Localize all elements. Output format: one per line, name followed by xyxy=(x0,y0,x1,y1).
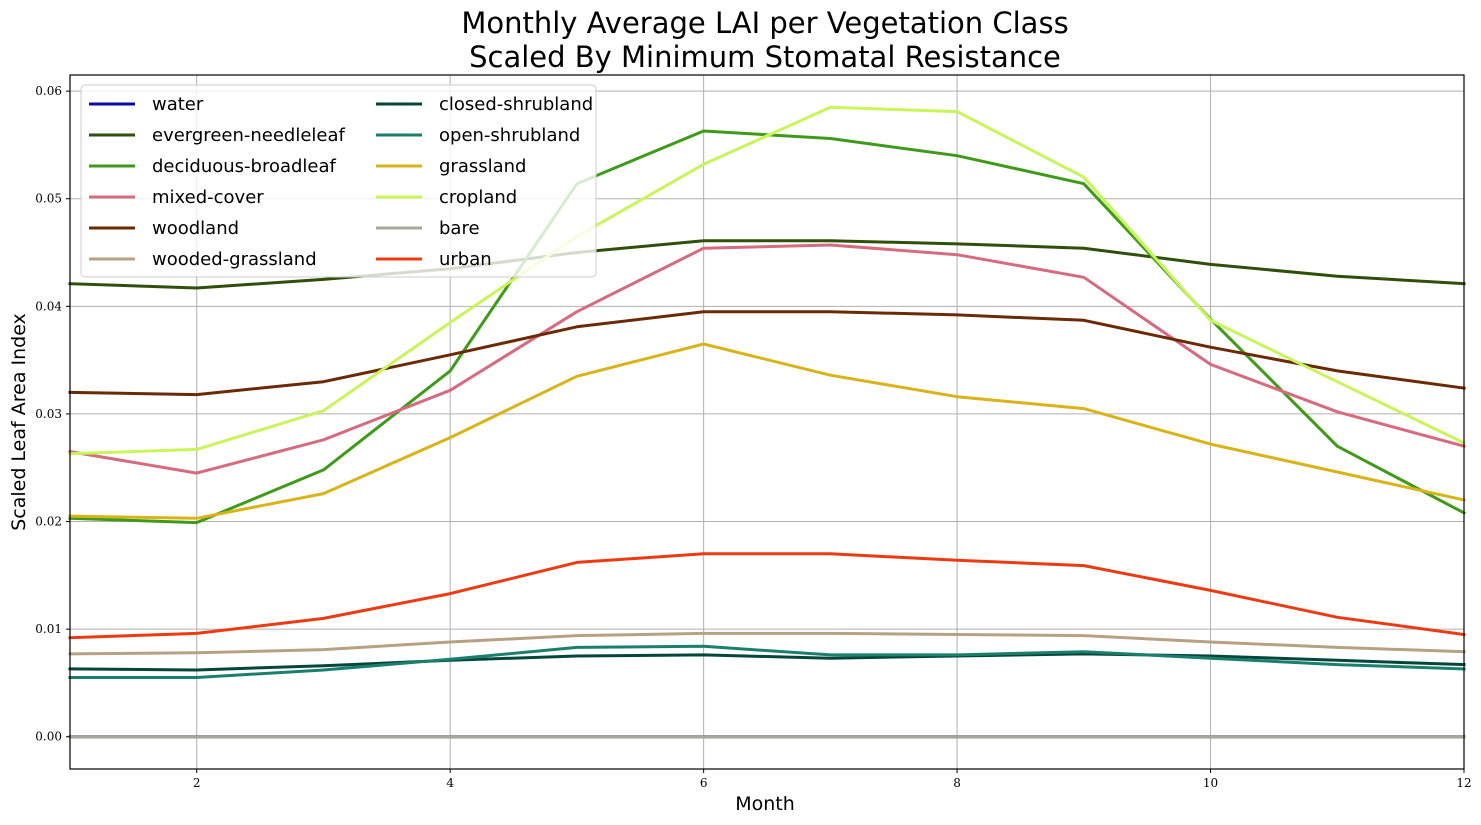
x-tick-label: 12 xyxy=(1456,776,1471,790)
legend-box xyxy=(80,84,597,278)
y-tick-label: 0.06 xyxy=(35,84,62,98)
series-lines xyxy=(68,105,1467,739)
legend-label-open-shrubland: open-shrubland xyxy=(439,125,580,146)
legend: water evergreen-needleleaf deciduous-broad… xyxy=(80,84,597,278)
chart-title-line-2: Scaled By Minimum Stomatal Resistance xyxy=(469,40,1061,74)
legend-label-bare: bare xyxy=(439,218,480,239)
legend-label-grassland: grassland xyxy=(439,156,526,177)
legend-label-closed-shrubland: closed-shrubland xyxy=(439,94,593,115)
y-axis-label: Scaled Leaf Area Index xyxy=(8,313,30,531)
y-tick-label: 0.00 xyxy=(35,730,62,744)
legend-label-woodland: woodland xyxy=(152,218,239,239)
x-tick-label: 6 xyxy=(700,776,708,790)
series-line-wooded-grassland xyxy=(68,631,1466,656)
x-tick-label: 2 xyxy=(193,776,201,790)
series-line-woodland xyxy=(68,310,1466,397)
y-tick-label: 0.04 xyxy=(35,299,62,313)
plot-frame xyxy=(69,74,1465,770)
legend-label-cropland: cropland xyxy=(439,187,517,208)
series-line-cropland xyxy=(68,105,1467,456)
legend-label-deciduous-broadleaf: deciduous-broadleaf xyxy=(152,156,337,177)
legend-label-urban: urban xyxy=(439,249,492,270)
x-tick-label: 8 xyxy=(953,776,961,790)
series-line-closed-shrubland xyxy=(68,652,1466,672)
legend-label-mixed-cover: mixed-cover xyxy=(152,187,264,208)
y-tick-label: 0.01 xyxy=(35,622,62,636)
legend-label-evergreen-needleleaf: evergreen-needleleaf xyxy=(152,125,346,146)
y-tick-label: 0.05 xyxy=(35,192,62,206)
x-axis-label: Month xyxy=(735,793,795,815)
chart-title-line-1: Monthly Average LAI per Vegetation Class xyxy=(461,6,1068,40)
legend-label-water: water xyxy=(152,94,204,115)
series-line-urban xyxy=(68,552,1466,640)
x-tick-label: 10 xyxy=(1203,776,1218,790)
series-line-grassland xyxy=(68,342,1466,520)
series-line-mixed-cover xyxy=(68,243,1466,475)
y-axis-ticks: 0.00 0.01 0.02 0.03 0.04 0.05 0.06 xyxy=(35,84,70,744)
x-axis-ticks: 2 4 6 8 10 12 xyxy=(193,769,1472,790)
series-line-evergreen-needleleaf xyxy=(68,239,1466,290)
series-line-open-shrubland xyxy=(68,644,1466,679)
x-tick-label: 4 xyxy=(446,776,454,790)
y-tick-label: 0.03 xyxy=(35,407,62,421)
legend-label-wooded-grassland: wooded-grassland xyxy=(152,249,317,270)
y-tick-label: 0.02 xyxy=(35,515,62,529)
